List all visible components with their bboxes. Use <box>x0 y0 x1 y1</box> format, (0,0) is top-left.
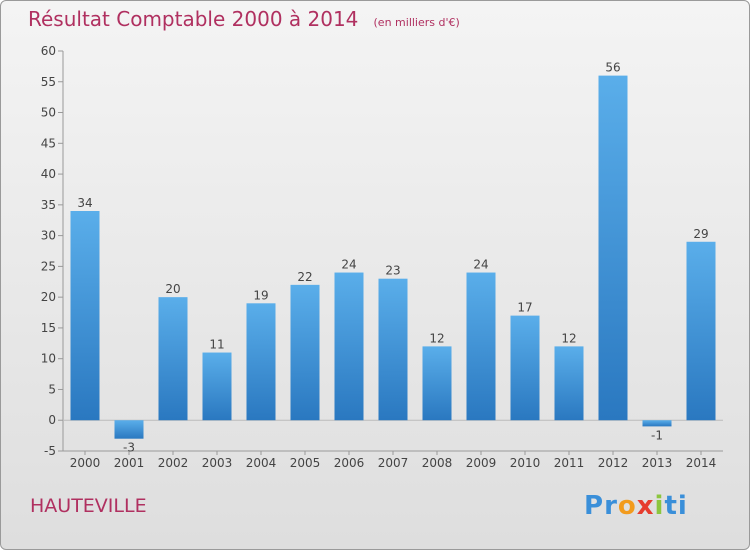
chart-title: Résultat Comptable 2000 à 2014 <box>28 7 359 31</box>
data-label-2006: 24 <box>341 258 356 272</box>
data-label-2004: 19 <box>253 288 268 302</box>
y-tick-label: 50 <box>41 106 56 120</box>
data-label-2011: 12 <box>561 331 576 345</box>
y-tick-label: -5 <box>44 444 56 458</box>
title-block: Résultat Comptable 2000 à 2014 (en milli… <box>28 7 460 31</box>
x-tick-label-2009: 2009 <box>466 456 497 470</box>
bar-2006 <box>334 272 364 421</box>
x-tick-label-2002: 2002 <box>158 456 189 470</box>
x-tick-label-2007: 2007 <box>378 456 409 470</box>
data-label-2005: 22 <box>297 270 312 284</box>
bar-2007 <box>378 278 408 421</box>
logo-letter: i <box>654 491 665 521</box>
bar-2008 <box>422 346 452 421</box>
chart-subtitle: (en milliers d'€) <box>373 16 460 29</box>
x-tick-label-2000: 2000 <box>70 456 101 470</box>
logo-letter: i <box>677 491 688 521</box>
y-tick-label: 20 <box>41 290 56 304</box>
x-tick-label-2008: 2008 <box>422 456 453 470</box>
data-label-2007: 23 <box>385 264 400 278</box>
bar-2001 <box>114 420 144 439</box>
data-label-2012: 56 <box>605 61 620 75</box>
logo-letter: t <box>664 491 678 521</box>
bar-2012 <box>598 75 628 421</box>
bar-2004 <box>246 303 276 421</box>
y-tick-label: 40 <box>41 167 56 181</box>
y-tick-label: 60 <box>41 44 56 58</box>
y-tick-label: 45 <box>41 136 56 150</box>
logo-letter: x <box>636 491 655 521</box>
x-tick-label-2012: 2012 <box>598 456 629 470</box>
data-label-2013: -1 <box>651 428 663 442</box>
data-label-2000: 34 <box>77 196 92 210</box>
x-tick-label-2003: 2003 <box>202 456 233 470</box>
x-tick-label-2011: 2011 <box>554 456 585 470</box>
x-tick-label-2014: 2014 <box>686 456 717 470</box>
x-tick-label-2004: 2004 <box>246 456 277 470</box>
y-tick-label: 0 <box>48 413 56 427</box>
data-label-2010: 17 <box>517 301 532 315</box>
y-tick-label: 15 <box>41 321 56 335</box>
x-tick-label-2005: 2005 <box>290 456 321 470</box>
data-label-2002: 20 <box>165 282 180 296</box>
y-tick-label: 5 <box>48 382 56 396</box>
x-tick-label-2010: 2010 <box>510 456 541 470</box>
bar-2005 <box>290 284 320 421</box>
logo-letter: P <box>584 491 605 521</box>
commune-name: HAUTEVILLE <box>30 495 147 517</box>
y-tick-label: 10 <box>41 352 56 366</box>
data-label-2001: -3 <box>123 441 135 455</box>
y-tick-label: 55 <box>41 75 56 89</box>
x-tick-label-2006: 2006 <box>334 456 365 470</box>
bar-2003 <box>202 352 232 421</box>
data-label-2009: 24 <box>473 258 488 272</box>
bar-2010 <box>510 315 540 421</box>
proxiti-logo: Proxiti <box>584 491 688 521</box>
x-tick-label-2001: 2001 <box>114 456 145 470</box>
y-tick-label: 30 <box>41 229 56 243</box>
bar-2000 <box>70 211 100 421</box>
bar-2014 <box>686 241 716 421</box>
y-tick-label: 25 <box>41 259 56 273</box>
data-label-2003: 11 <box>209 338 224 352</box>
logo-letter: r <box>604 491 618 521</box>
x-tick-label-2013: 2013 <box>642 456 673 470</box>
bar-2013 <box>642 420 672 427</box>
y-tick-label: 35 <box>41 198 56 212</box>
data-label-2008: 12 <box>429 331 444 345</box>
bar-2009 <box>466 272 496 421</box>
logo-letter: o <box>617 491 637 521</box>
bar-2002 <box>158 297 188 421</box>
data-label-2014: 29 <box>693 227 708 241</box>
bar-2011 <box>554 346 584 421</box>
